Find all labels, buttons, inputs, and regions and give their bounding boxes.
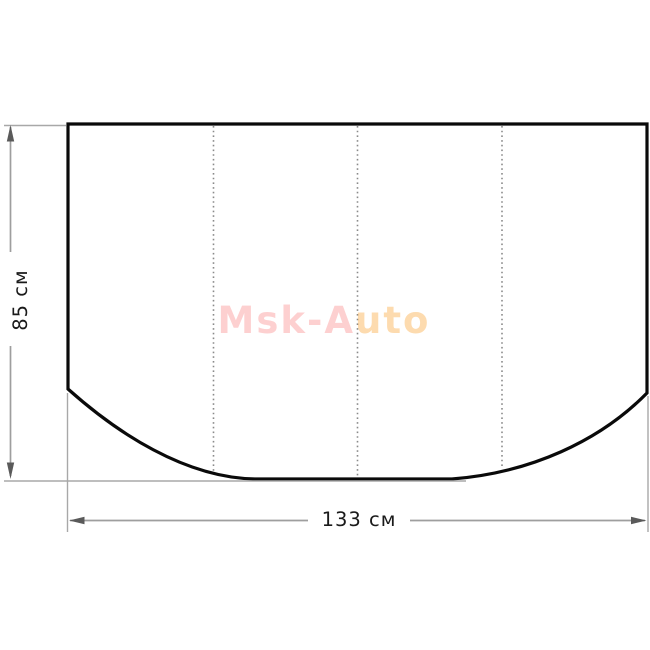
- height-dimension-label: 85 см: [9, 269, 32, 331]
- arrow-left-icon: [69, 516, 85, 525]
- arrow-right-icon: [631, 516, 647, 525]
- width-dimension-label: 133 см: [321, 508, 397, 531]
- arrow-up-icon: [6, 125, 15, 142]
- arrow-down-icon: [6, 462, 15, 479]
